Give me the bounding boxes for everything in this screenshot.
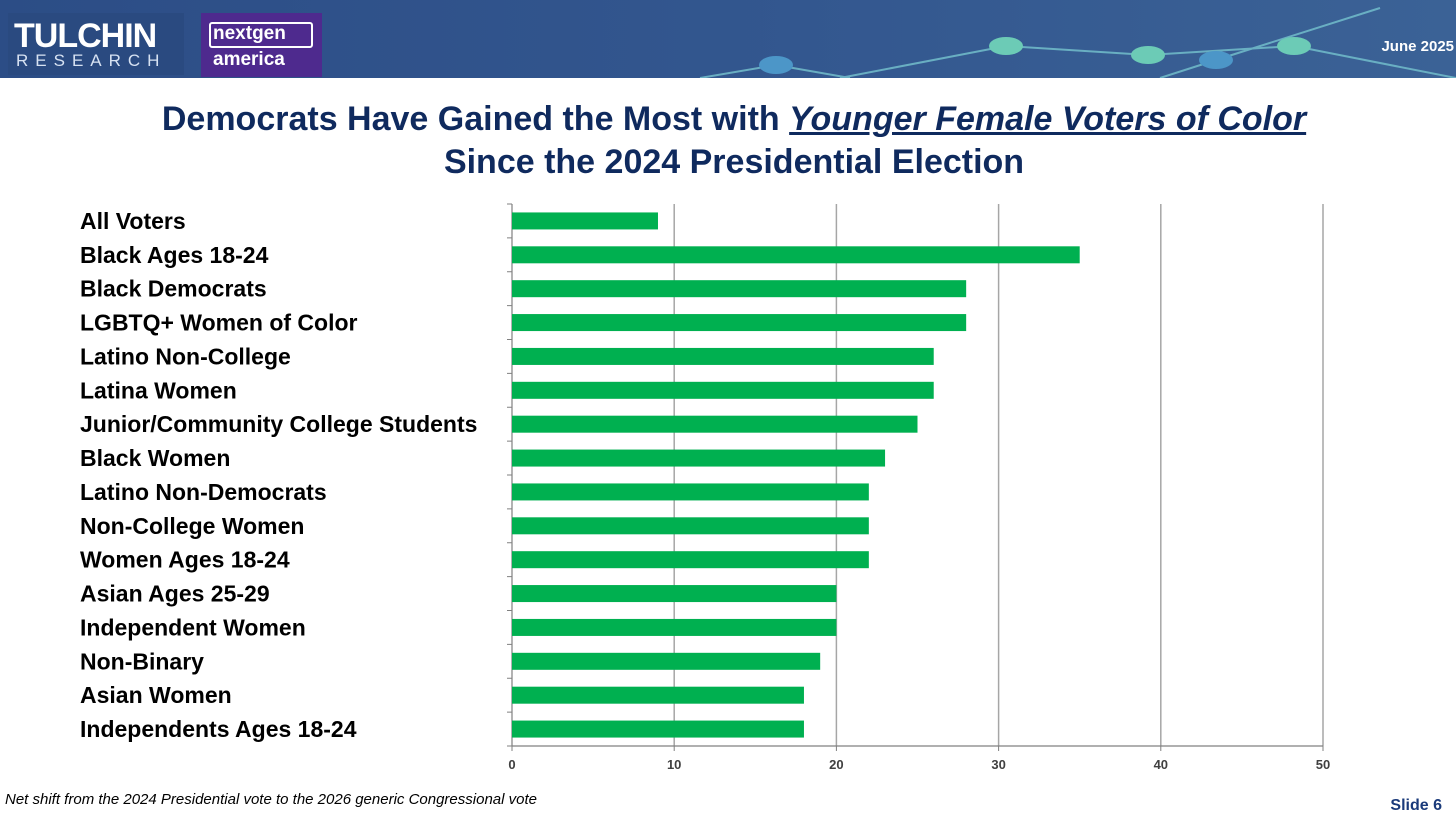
category-label: All Voters: [80, 208, 186, 234]
bar: [512, 585, 837, 603]
footnote: Net shift from the 2024 Presidential vot…: [5, 791, 537, 808]
category-label: Asian Ages 25-29: [80, 581, 270, 607]
report-date: June 2025: [1381, 38, 1454, 55]
bar: [512, 314, 967, 332]
network-node: [1277, 37, 1311, 55]
x-tick-label: 40: [1154, 757, 1168, 772]
slide-title-line1: Democrats Have Gained the Most with Youn…: [0, 98, 1456, 141]
network-node: [759, 56, 793, 74]
category-label: Junior/Community College Students: [80, 411, 477, 437]
tulchin-research-logo: TULCHIN RESEARCH: [8, 13, 184, 75]
category-label: Independents Ages 18-24: [80, 716, 357, 742]
bar: [512, 415, 918, 433]
logo-nextgen-frame: [209, 22, 313, 48]
bar: [512, 720, 804, 738]
category-label: Asian Women: [80, 682, 232, 708]
nextgen-america-logo: nextgen america: [201, 13, 322, 77]
slide-number: Slide 6: [1390, 797, 1442, 814]
category-label: Black Democrats: [80, 276, 267, 302]
category-label: Non-Binary: [80, 648, 204, 674]
slide-title-line2: Since the 2024 Presidential Election: [443, 143, 1025, 181]
logo-tulchin-line2: RESEARCH: [16, 51, 167, 70]
logo-nextgen-line1: nextgen: [213, 23, 286, 44]
bar: [512, 652, 821, 670]
category-label: Black Ages 18-24: [80, 242, 269, 268]
x-tick-label: 20: [829, 757, 843, 772]
bar: [512, 381, 934, 399]
category-label: Independent Women: [80, 614, 306, 640]
x-tick-label: 50: [1316, 757, 1330, 772]
bar: [512, 280, 967, 298]
network-node: [1131, 46, 1165, 64]
bar: [512, 449, 886, 467]
header-banner: TULCHIN RESEARCH nextgen america June 20…: [0, 0, 1456, 78]
category-label: LGBTQ+ Women of Color: [80, 310, 358, 336]
category-label: Non-College Women: [80, 513, 304, 539]
x-tick-label: 0: [508, 757, 515, 772]
logo-nextgen-line2: america: [213, 49, 285, 70]
title-emphasis: Younger Female Voters of Color: [789, 100, 1307, 138]
bar: [512, 347, 934, 365]
bar: [512, 246, 1080, 264]
bar: [512, 212, 658, 230]
x-tick-label: 30: [991, 757, 1005, 772]
category-label: Latino Non-Democrats: [80, 479, 327, 505]
bar: [512, 551, 869, 569]
bar: [512, 686, 804, 704]
category-label: Women Ages 18-24: [80, 547, 290, 573]
network-decoration: [699, 7, 1456, 78]
network-node: [989, 37, 1023, 55]
category-label: Black Women: [80, 445, 230, 471]
bar: [512, 483, 869, 501]
network-node: [1199, 51, 1233, 69]
category-label: Latino Non-College: [80, 343, 291, 369]
bar: [512, 618, 837, 636]
logo-tulchin-line1: TULCHIN: [14, 17, 157, 55]
category-label: Latina Women: [80, 377, 237, 403]
title-prefix: Democrats Have Gained the Most with: [161, 100, 790, 138]
slide-title: Democrats Have Gained the Most with Youn…: [0, 98, 1456, 184]
bar: [512, 517, 869, 535]
x-tick-label: 10: [667, 757, 681, 772]
